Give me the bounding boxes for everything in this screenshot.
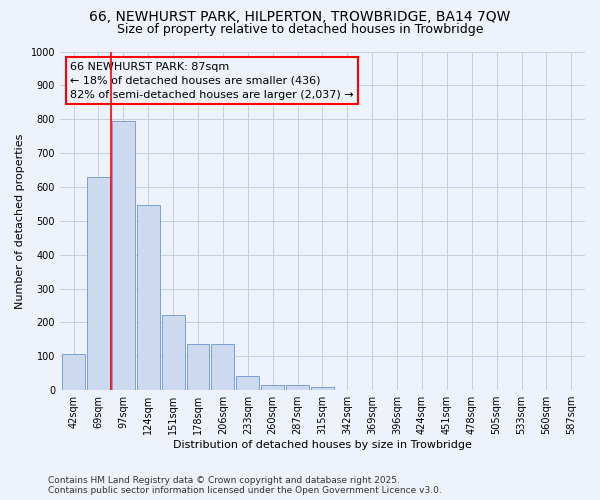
Bar xyxy=(87,177,110,390)
Bar xyxy=(311,387,334,390)
Y-axis label: Number of detached properties: Number of detached properties xyxy=(15,133,25,308)
Text: Contains HM Land Registry data © Crown copyright and database right 2025.
Contai: Contains HM Land Registry data © Crown c… xyxy=(48,476,442,495)
Bar xyxy=(161,315,185,390)
Bar xyxy=(286,386,309,390)
X-axis label: Distribution of detached houses by size in Trowbridge: Distribution of detached houses by size … xyxy=(173,440,472,450)
Text: 66 NEWHURST PARK: 87sqm
← 18% of detached houses are smaller (436)
82% of semi-d: 66 NEWHURST PARK: 87sqm ← 18% of detache… xyxy=(70,62,354,100)
Bar xyxy=(137,205,160,390)
Bar xyxy=(187,344,209,390)
Bar xyxy=(62,354,85,390)
Bar xyxy=(211,344,235,390)
Text: 66, NEWHURST PARK, HILPERTON, TROWBRIDGE, BA14 7QW: 66, NEWHURST PARK, HILPERTON, TROWBRIDGE… xyxy=(89,10,511,24)
Bar xyxy=(112,121,135,390)
Bar xyxy=(236,376,259,390)
Bar xyxy=(261,385,284,390)
Text: Size of property relative to detached houses in Trowbridge: Size of property relative to detached ho… xyxy=(117,22,483,36)
